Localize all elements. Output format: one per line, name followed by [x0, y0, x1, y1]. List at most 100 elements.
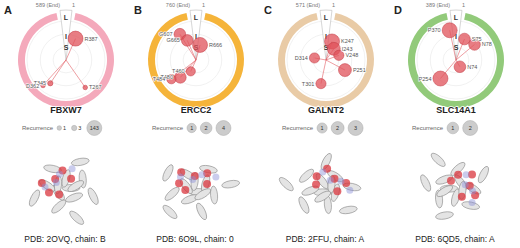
legend-title: Recurrence	[282, 125, 314, 131]
point-labels: K247I243V248D314T301P251	[295, 38, 366, 86]
mutation-point[interactable]	[83, 85, 88, 90]
figure: LIS589 (End)1AR387T345D362T267FBXW7Recur…	[0, 0, 520, 248]
structure-illustration	[27, 157, 100, 227]
surface-patch	[327, 177, 334, 184]
mutation-point[interactable]	[442, 23, 457, 38]
legend-size	[463, 121, 478, 136]
radial-grid	[417, 21, 495, 99]
surface-patch	[69, 165, 76, 172]
surface-patch	[333, 187, 341, 195]
legend-label: 1	[190, 125, 193, 131]
mutation-label: R387	[85, 36, 98, 42]
helix	[50, 198, 68, 215]
mutation-point[interactable]	[193, 37, 208, 52]
radial-grid	[287, 21, 365, 99]
layer-label: L	[324, 14, 329, 21]
mutation-point[interactable]	[433, 71, 448, 86]
helix	[339, 205, 358, 215]
mutation-point[interactable]	[186, 67, 195, 76]
end-label: 571 (End)	[296, 2, 320, 8]
surface-patch	[177, 173, 184, 180]
caption: PDB: 6O9L, chain: 0	[156, 234, 234, 244]
stem	[50, 60, 66, 83]
mutation-label: T267	[89, 84, 102, 90]
surface-patch	[212, 173, 219, 180]
surface-patch	[203, 180, 211, 188]
legend-label: 2	[336, 125, 339, 131]
layer-label: L	[64, 14, 69, 21]
caption: PDB: 6QD5, chain: A	[415, 234, 495, 244]
mutation-label: T460	[172, 68, 185, 74]
surface-patch	[469, 199, 476, 206]
structure-illustration	[419, 151, 491, 220]
helix	[86, 187, 100, 206]
mutation-label: K247	[341, 38, 354, 44]
mutation-label: G665	[166, 37, 179, 43]
helix	[27, 188, 41, 207]
legend-size	[216, 121, 231, 136]
mutation-label: N74	[467, 64, 477, 70]
surface-patch	[175, 179, 183, 187]
mutation-label: R666	[209, 42, 222, 48]
surface-patch	[462, 181, 469, 188]
end-label: 760 (End)	[166, 2, 190, 8]
surface-patch	[454, 171, 462, 179]
helix	[68, 209, 86, 226]
legend-label: 1	[321, 125, 324, 131]
surface-patch	[346, 187, 353, 194]
end-label: 589 (End)	[36, 2, 60, 8]
mutation-point[interactable]	[48, 81, 53, 86]
surface-patch	[463, 171, 470, 178]
legend-label: 3	[354, 125, 357, 131]
helix	[163, 185, 181, 202]
legend-size	[200, 122, 212, 134]
panel: LIS760 (End)1BG607G665R666T460T480T484ER…	[134, 2, 244, 244]
start-label: 1	[332, 2, 335, 8]
helix	[161, 163, 175, 182]
helix	[297, 195, 311, 214]
mutation-label: T484	[153, 76, 166, 82]
mutation-label: P251	[353, 67, 366, 73]
legend-size	[87, 121, 102, 136]
panel-letter: C	[264, 4, 272, 16]
point-labels: P370S75N78N74P254	[419, 27, 492, 81]
helix	[313, 189, 332, 204]
protein-name: GALNT2	[308, 105, 344, 115]
panel-letter: A	[4, 4, 12, 16]
surface-patch	[189, 176, 196, 183]
legend-size	[348, 121, 363, 136]
mutation-point[interactable]	[309, 53, 319, 63]
helix	[435, 211, 454, 221]
layer-label: L	[454, 14, 459, 21]
surface-patch	[447, 177, 455, 185]
surface-patch	[181, 186, 189, 194]
surface-patch	[312, 180, 320, 188]
surface-patch	[198, 171, 205, 178]
mutation-point[interactable]	[68, 31, 83, 46]
start-label: 1	[202, 2, 205, 8]
helix	[193, 187, 212, 202]
helix	[429, 151, 447, 168]
radial-grid	[157, 21, 235, 99]
surface-patch	[458, 193, 466, 201]
radial-grid	[27, 21, 105, 99]
end-label: 389 (End)	[426, 2, 450, 8]
legend-size	[331, 122, 344, 135]
mutation-point[interactable]	[338, 64, 351, 77]
mutation-point[interactable]	[459, 33, 471, 45]
mutation-label: G607	[159, 31, 172, 37]
legend-label: 1	[63, 125, 66, 131]
stem	[43, 60, 66, 86]
legend-size	[317, 123, 327, 133]
mutation-point[interactable]	[181, 35, 193, 47]
structure-illustration	[161, 163, 240, 221]
layer-label: I	[65, 33, 67, 40]
mutation-point[interactable]	[316, 79, 326, 89]
helix	[64, 191, 83, 204]
panel-letter: B	[134, 4, 142, 16]
mutation-label: I243	[342, 46, 353, 52]
mutation-point[interactable]	[454, 61, 466, 73]
panel: LIS571 (End)1CK247I243V248D314T301P251GA…	[264, 2, 374, 244]
mutation-label: D362	[26, 83, 39, 89]
caption: PDB: 2OVQ, chain: B	[24, 234, 106, 244]
